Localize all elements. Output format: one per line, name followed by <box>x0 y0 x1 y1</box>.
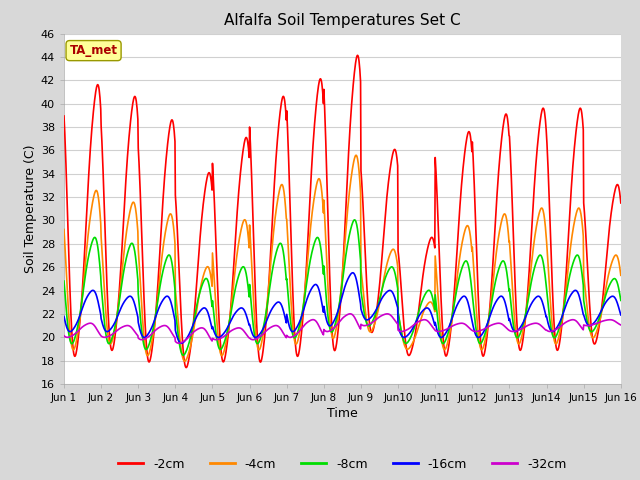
Y-axis label: Soil Temperature (C): Soil Temperature (C) <box>24 144 36 273</box>
Title: Alfalfa Soil Temperatures Set C: Alfalfa Soil Temperatures Set C <box>224 13 461 28</box>
Legend: -2cm, -4cm, -8cm, -16cm, -32cm: -2cm, -4cm, -8cm, -16cm, -32cm <box>113 453 572 476</box>
Text: TA_met: TA_met <box>70 44 118 57</box>
X-axis label: Time: Time <box>327 407 358 420</box>
